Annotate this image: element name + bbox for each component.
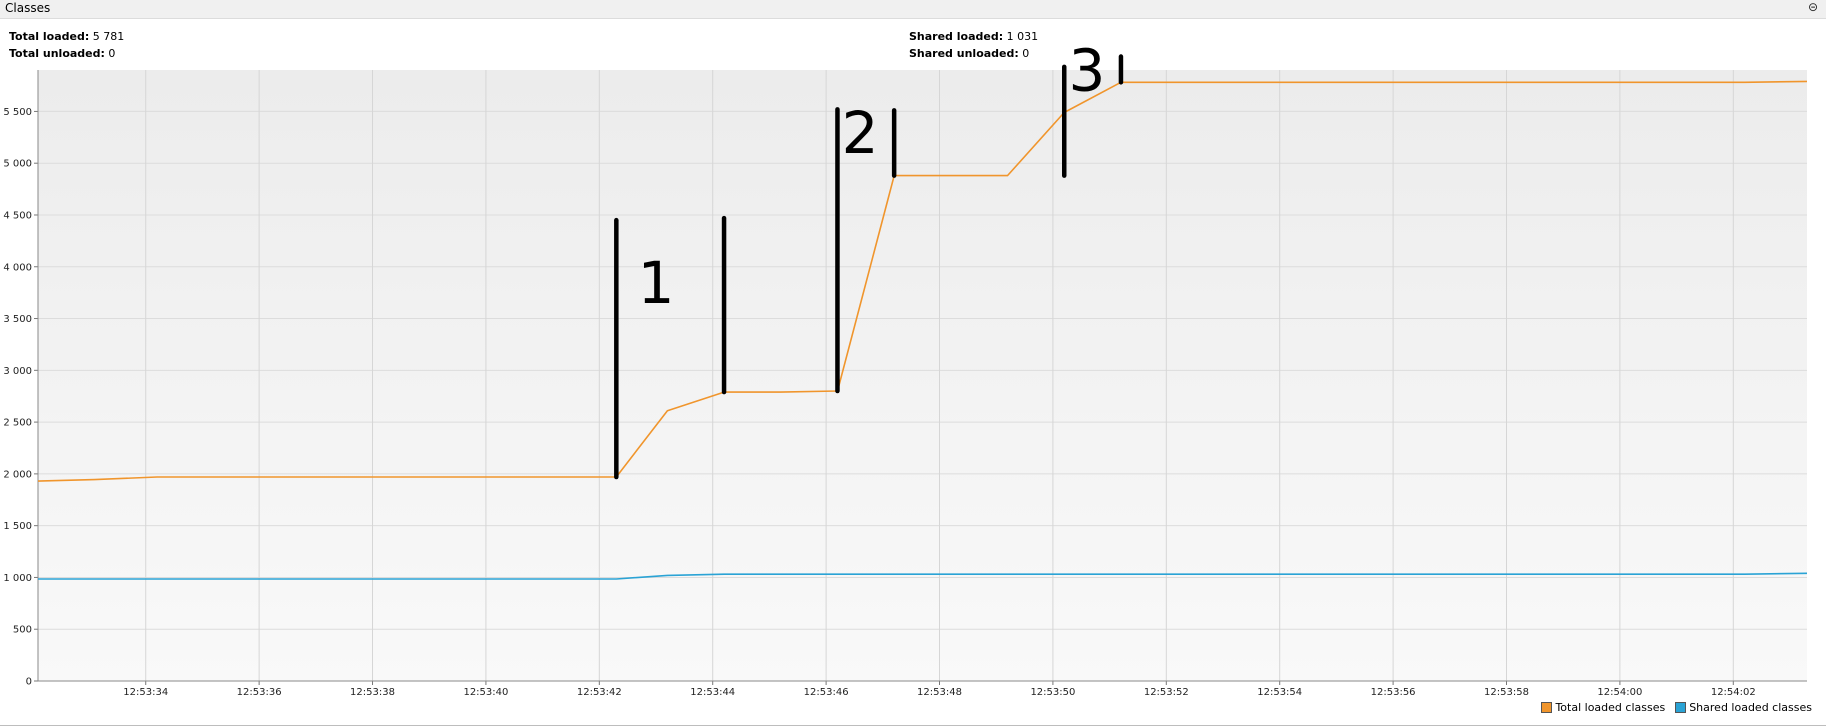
shared-loaded-row: Shared loaded: 1 031 — [909, 28, 1038, 45]
legend: Total loaded classes Shared loaded class… — [1541, 701, 1812, 714]
y-tick-label: 1 000 — [3, 573, 32, 584]
annotation-label: 1 — [638, 249, 675, 317]
series-lines — [37, 80, 1808, 580]
legend-swatch-total — [1541, 702, 1553, 713]
x-tick-label: 12:53:54 — [1257, 687, 1302, 698]
x-tick-label: 12:53:36 — [237, 687, 282, 698]
x-tick-label: 12:53:44 — [690, 687, 735, 698]
shared-loaded-label: Shared loaded: — [909, 30, 1004, 43]
legend-label-total: Total loaded classes — [1555, 701, 1666, 714]
x-tick-label: 12:53:46 — [804, 687, 849, 698]
y-tick-label: 2 500 — [3, 418, 32, 429]
y-tick-label: 3 500 — [3, 314, 32, 325]
y-tick-label: 2 000 — [3, 469, 32, 480]
x-tick-label: 12:54:02 — [1711, 687, 1756, 698]
total-loaded-row: Total loaded: 5 781 — [9, 28, 124, 45]
stats-shared: Shared loaded: 1 031 Shared unloaded: 0 — [909, 28, 1038, 62]
x-tick-label: 12:53:52 — [1144, 687, 1189, 698]
axes: 0 500 1 000 1 500 2 000 2 500 3 000 3 500 4 000 4… — [3, 70, 1807, 698]
close-icon[interactable]: ⊝ — [1807, 0, 1818, 14]
total-unloaded-value: 0 — [108, 47, 116, 60]
y-tick-label: 1 500 — [3, 521, 32, 532]
x-tick-label: 12:53:50 — [1030, 687, 1075, 698]
x-tick-label: 12:53:34 — [123, 687, 168, 698]
total-unloaded-label: Total unloaded: — [9, 47, 105, 60]
shared-unloaded-row: Shared unloaded: 0 — [909, 45, 1038, 62]
total-loaded-label: Total loaded: — [9, 30, 90, 43]
legend-label-shared: Shared loaded classes — [1689, 701, 1812, 714]
window-titlebar: Classes ⊝ — [0, 0, 1826, 19]
y-tick-label: 5 000 — [3, 159, 32, 170]
annotation-marks: 1 2 3 — [614, 37, 1124, 480]
legend-item-shared: Shared loaded classes — [1675, 701, 1812, 714]
x-tick-label: 12:53:38 — [350, 687, 395, 698]
y-tick-label: 4 500 — [3, 210, 32, 221]
total-unloaded-row: Total unloaded: 0 — [9, 45, 124, 62]
x-tick-label: 12:54:00 — [1597, 687, 1642, 698]
total-loaded-line — [37, 80, 1808, 482]
annotation-label: 2 — [842, 99, 879, 167]
plot-area — [38, 70, 1807, 681]
shared-unloaded-value: 0 — [1022, 47, 1030, 60]
x-tick-label: 12:53:58 — [1484, 687, 1529, 698]
x-tick-label: 12:53:42 — [577, 687, 622, 698]
shared-unloaded-label: Shared unloaded: — [909, 47, 1019, 60]
stats-total: Total loaded: 5 781 Total unloaded: 0 — [9, 28, 124, 62]
window-title: Classes — [5, 1, 51, 15]
total-loaded-value: 5 781 — [92, 30, 125, 43]
bottom-border — [0, 725, 1826, 726]
y-tick-label: 5 500 — [3, 107, 32, 118]
x-tick-label: 12:53:48 — [917, 687, 962, 698]
shared-loaded-value: 1 031 — [1006, 30, 1039, 43]
y-tick-label: 4 000 — [3, 262, 32, 273]
shared-loaded-line — [38, 572, 1808, 580]
x-tick-label: 12:53:56 — [1371, 687, 1416, 698]
legend-item-total: Total loaded classes — [1541, 701, 1665, 714]
annotation-label: 3 — [1068, 37, 1105, 105]
y-tick-label: 500 — [13, 625, 32, 636]
legend-swatch-shared — [1675, 702, 1687, 713]
y-tick-label: 3 000 — [3, 366, 32, 377]
grid-lines — [38, 70, 1807, 681]
x-tick-label: 12:53:40 — [463, 687, 508, 698]
classes-chart: 0 500 1 000 1 500 2 000 2 500 3 000 3 500 4 000 4… — [3, 37, 1808, 698]
y-tick-label: 0 — [26, 677, 32, 688]
